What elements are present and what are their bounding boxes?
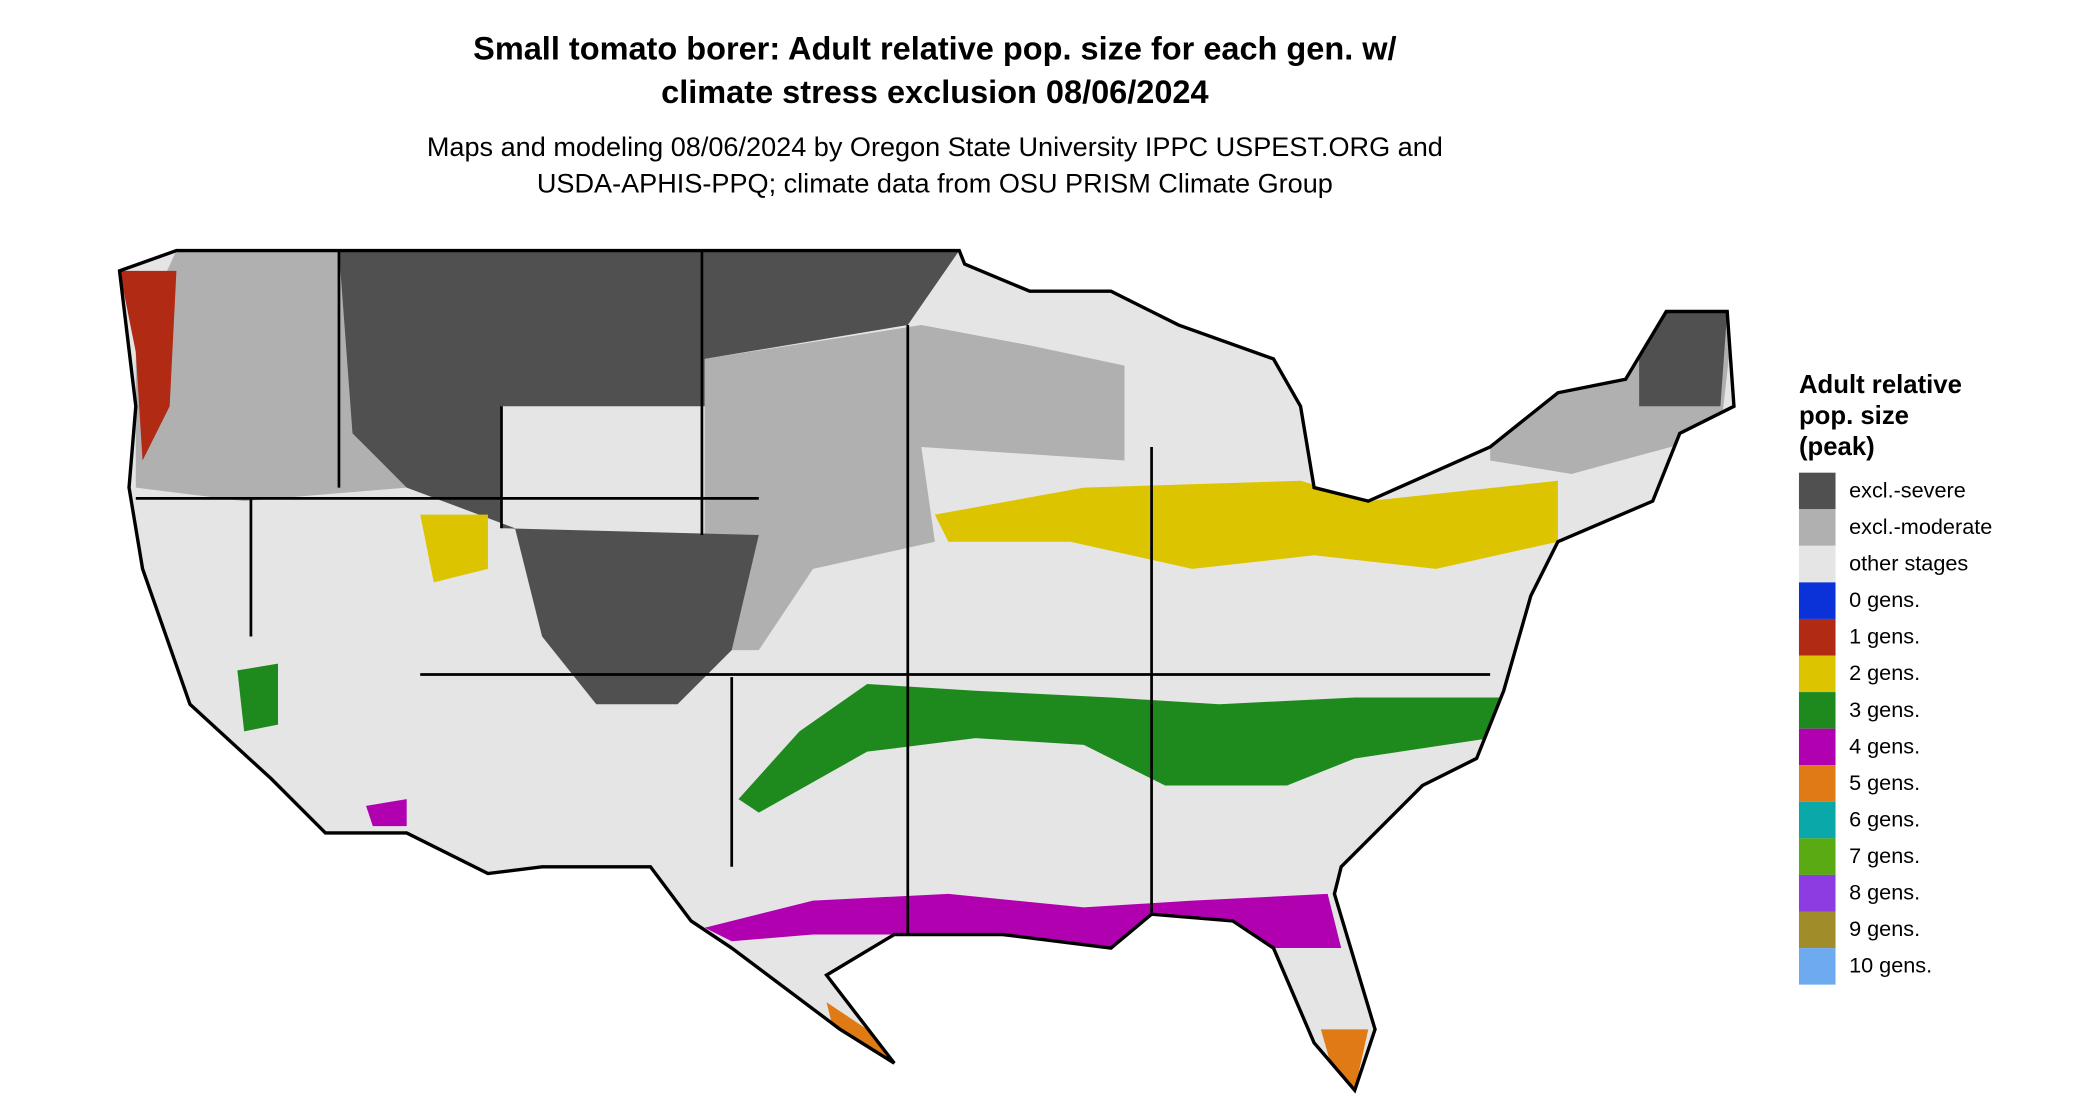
- legend-title: (peak): [1799, 433, 1875, 461]
- legend-swatch: [1798, 801, 1836, 839]
- legend-swatch: [1798, 509, 1836, 546]
- legend-label: 2 gens.: [1849, 660, 1920, 685]
- legend-swatch: [1798, 655, 1836, 693]
- legend-swatch: [1798, 765, 1836, 802]
- legend-swatch: [1798, 911, 1836, 949]
- legend-swatch: [1798, 472, 1836, 510]
- gen-2-area: [420, 514, 488, 583]
- legend-title: Adult relative: [1799, 371, 1962, 399]
- gen-3-area: [738, 683, 1504, 813]
- legend-swatch: [1798, 582, 1836, 619]
- gen-5-area: [1320, 1029, 1369, 1091]
- legend-label: other stages: [1849, 550, 1968, 575]
- legend-label: 10 gens.: [1849, 953, 1932, 978]
- gen-5-area: [826, 1002, 895, 1064]
- legend-label: 9 gens.: [1849, 916, 1920, 941]
- legend-swatch: [1798, 618, 1836, 656]
- legend-swatch: [1798, 545, 1836, 583]
- legend: Adult relative pop. size (peak) excl.-se…: [1798, 371, 1992, 985]
- us-outline: [117, 248, 1736, 1094]
- gen-2-area: [934, 480, 1558, 569]
- severe-area: [338, 250, 960, 705]
- moderate-area: [704, 325, 1125, 651]
- gen-1-area: [119, 270, 177, 461]
- legend-label: 1 gens.: [1849, 624, 1920, 649]
- legend-swatch: [1798, 728, 1836, 766]
- legend-swatch: [1798, 838, 1836, 875]
- legend-title: pop. size: [1799, 402, 1909, 430]
- severe-area: [1639, 308, 1728, 407]
- title-line: climate stress exclusion 08/06/2024: [661, 74, 1208, 110]
- subtitle-line: USDA-APHIS-PPQ; climate data from OSU PR…: [537, 167, 1333, 198]
- legend-swatch: [1798, 692, 1836, 729]
- legend-label: 8 gens.: [1849, 880, 1920, 905]
- gen-4-area: [366, 799, 407, 827]
- subtitle-line: Maps and modeling 08/06/2024 by Oregon S…: [427, 131, 1443, 162]
- legend-label: 3 gens.: [1849, 697, 1920, 722]
- legend-swatch: [1798, 948, 1836, 985]
- legend-label: 0 gens.: [1849, 587, 1920, 612]
- map-fill: [119, 250, 1734, 1091]
- gen-4-area: [704, 893, 1342, 949]
- legend-swatch: [1798, 874, 1836, 912]
- legend-label: excl.-severe: [1849, 477, 1966, 502]
- legend-label: 5 gens.: [1849, 770, 1920, 795]
- gen-3-area: [237, 663, 279, 732]
- title-line: Small tomato borer: Adult relative pop. …: [473, 31, 1396, 67]
- legend-label: 7 gens.: [1849, 843, 1920, 868]
- legend-label: excl.-moderate: [1849, 514, 1992, 539]
- legend-label: 6 gens.: [1849, 806, 1920, 831]
- legend-label: 4 gens.: [1849, 733, 1920, 758]
